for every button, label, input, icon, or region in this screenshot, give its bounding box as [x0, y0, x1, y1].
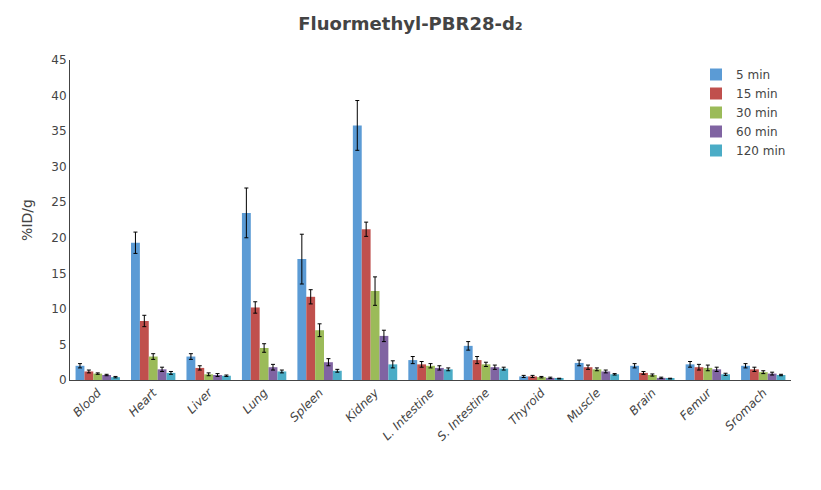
svg-text:120 min: 120 min [736, 144, 785, 158]
svg-text:60 min: 60 min [736, 125, 778, 139]
svg-text:35: 35 [51, 124, 66, 138]
svg-text:20: 20 [51, 231, 66, 245]
svg-text:10: 10 [51, 302, 66, 316]
svg-text:15 min: 15 min [736, 87, 778, 101]
svg-text:30: 30 [51, 160, 66, 174]
svg-text:Liver: Liver [184, 385, 215, 416]
svg-text:Heart: Heart [126, 385, 160, 419]
svg-text:Spleen: Spleen [287, 386, 326, 425]
svg-text:30 min: 30 min [736, 106, 778, 120]
svg-text:%ID/g: %ID/g [19, 199, 35, 241]
svg-text:Fluormethyl-PBR28-d₂: Fluormethyl-PBR28-d₂ [298, 13, 522, 34]
svg-text:Sromach: Sromach [722, 386, 769, 433]
svg-text:45: 45 [51, 53, 66, 67]
svg-text:Blood: Blood [70, 386, 104, 420]
svg-text:Thyroid: Thyroid [506, 386, 548, 428]
svg-text:Lung: Lung [240, 386, 271, 417]
svg-text:25: 25 [51, 195, 66, 209]
svg-text:Muscle: Muscle [564, 386, 603, 425]
svg-text:40: 40 [51, 89, 66, 103]
svg-text:15: 15 [51, 267, 66, 281]
svg-text:0: 0 [59, 373, 67, 387]
svg-text:Femur: Femur [677, 385, 715, 423]
svg-text:5 min: 5 min [736, 68, 770, 82]
svg-text:L. Intestine: L. Intestine [380, 386, 437, 443]
svg-text:Brain: Brain [627, 386, 659, 418]
svg-text:Kidney: Kidney [343, 385, 382, 424]
svg-text:S. Intestine: S. Intestine [435, 386, 493, 444]
svg-text:5: 5 [59, 338, 67, 352]
